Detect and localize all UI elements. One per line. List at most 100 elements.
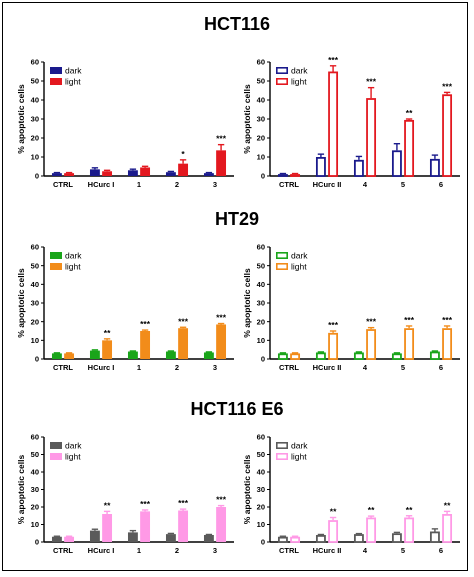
x-tick-label: 1 — [137, 180, 141, 189]
y-tick-label: 20 — [257, 317, 265, 326]
bar-dark — [353, 159, 364, 177]
legend-label-light: light — [65, 77, 81, 87]
bar-dark — [165, 351, 176, 359]
legend-swatch-light — [275, 78, 288, 86]
bar-dark — [51, 173, 62, 176]
y-axis-label: % apoptotic cells — [16, 268, 26, 338]
y-tick-label: 60 — [31, 243, 39, 252]
bar-light — [366, 98, 377, 177]
y-tick-label: 50 — [31, 77, 39, 86]
bar-light — [366, 517, 377, 543]
y-axis-label: % apoptotic cells — [242, 84, 252, 154]
significance-label: ** — [104, 328, 111, 338]
significance-label: ** — [444, 500, 451, 510]
bar-light — [178, 328, 189, 359]
legend-label-dark: dark — [291, 66, 308, 76]
y-tick-label: 50 — [257, 261, 265, 270]
bar-light — [290, 174, 301, 177]
x-tick-label: 5 — [401, 180, 405, 189]
significance-label: *** — [178, 316, 189, 326]
legend-swatch-light — [275, 262, 288, 270]
bar-dark — [391, 150, 402, 177]
bar-light — [102, 171, 113, 176]
bar-dark — [353, 352, 364, 360]
legend-label-light: light — [291, 77, 307, 87]
y-tick-label: 10 — [31, 153, 39, 162]
y-tick-label: 60 — [257, 243, 265, 252]
y-tick-label: 20 — [31, 317, 39, 326]
panel-title-hct116-e6: HCT116 E6 — [190, 399, 283, 419]
bar-dark — [89, 169, 100, 176]
legend-swatch-dark — [275, 252, 288, 260]
significance-label: ** — [406, 108, 413, 118]
bar-light — [442, 514, 453, 543]
significance-label: * — [181, 149, 185, 159]
bar-light — [178, 510, 189, 542]
bar-dark — [429, 531, 440, 543]
y-tick-label: 0 — [35, 355, 39, 364]
legend-swatch-dark — [275, 67, 288, 75]
bar-dark — [315, 535, 326, 543]
y-axis-label: % apoptotic cells — [16, 455, 26, 525]
significance-label: *** — [328, 55, 339, 65]
x-tick-label: 6 — [439, 363, 443, 372]
legend-label-dark: dark — [291, 441, 308, 451]
y-tick-label: 0 — [35, 538, 39, 547]
y-tick-label: 60 — [257, 433, 265, 442]
y-tick-label: 30 — [31, 485, 39, 494]
bar-light — [216, 150, 227, 176]
significance-label: *** — [328, 320, 339, 330]
legend-label-dark: dark — [291, 251, 308, 261]
y-tick-label: 10 — [257, 336, 265, 345]
y-tick-label: 50 — [257, 77, 265, 86]
bar-light — [442, 328, 453, 360]
bar-dark — [277, 353, 288, 360]
significance-label: *** — [178, 498, 189, 508]
x-tick-label: 1 — [137, 546, 141, 555]
y-tick-label: 10 — [31, 336, 39, 345]
bar-light — [442, 94, 453, 177]
x-tick-label: HCurc II — [313, 546, 342, 555]
y-tick-label: 40 — [257, 468, 265, 477]
y-tick-label: 40 — [31, 468, 39, 477]
bar-light — [404, 119, 415, 177]
bar-dark — [89, 530, 100, 542]
x-tick-label: 3 — [213, 546, 217, 555]
x-tick-label: 1 — [137, 363, 141, 372]
legend-swatch-dark — [50, 442, 62, 449]
bar-dark — [127, 351, 138, 359]
legend-swatch-light — [50, 263, 62, 270]
y-tick-label: 30 — [257, 299, 265, 308]
x-tick-label: 6 — [439, 546, 443, 555]
x-tick-label: 5 — [401, 546, 405, 555]
y-tick-label: 10 — [31, 520, 39, 529]
y-tick-label: 20 — [257, 134, 265, 143]
bar-light — [140, 331, 151, 359]
bar-light — [216, 507, 227, 542]
legend-swatch-light — [50, 78, 62, 85]
legend-label-dark: dark — [65, 441, 82, 451]
bar-light — [64, 173, 75, 176]
significance-label: *** — [140, 319, 151, 329]
bar-dark — [429, 158, 440, 177]
bar-light — [64, 353, 75, 359]
significance-label: *** — [216, 495, 227, 505]
chart-4: 0 10 20 30 40 50 60 % apoptotic cells CTRL *** HCu… — [242, 243, 460, 372]
bar-dark — [51, 353, 62, 359]
significance-label: *** — [404, 315, 415, 325]
significance-label: *** — [442, 315, 453, 325]
panel-title-hct116: HCT116 — [204, 14, 270, 34]
legend-swatch-dark — [50, 252, 62, 259]
significance-label: *** — [140, 499, 151, 509]
bar-light — [140, 511, 151, 542]
x-tick-label: HCurc I — [88, 180, 115, 189]
bar-light — [328, 520, 339, 543]
bar-dark — [127, 532, 138, 542]
bar-dark — [277, 174, 288, 177]
y-tick-label: 30 — [257, 115, 265, 124]
x-tick-label: CTRL — [53, 363, 73, 372]
bar-dark — [203, 352, 214, 359]
chart-1: 0 10 20 30 40 50 60 % apoptotic cells CTRL HCurc … — [16, 58, 234, 189]
y-tick-label: 0 — [35, 172, 39, 181]
